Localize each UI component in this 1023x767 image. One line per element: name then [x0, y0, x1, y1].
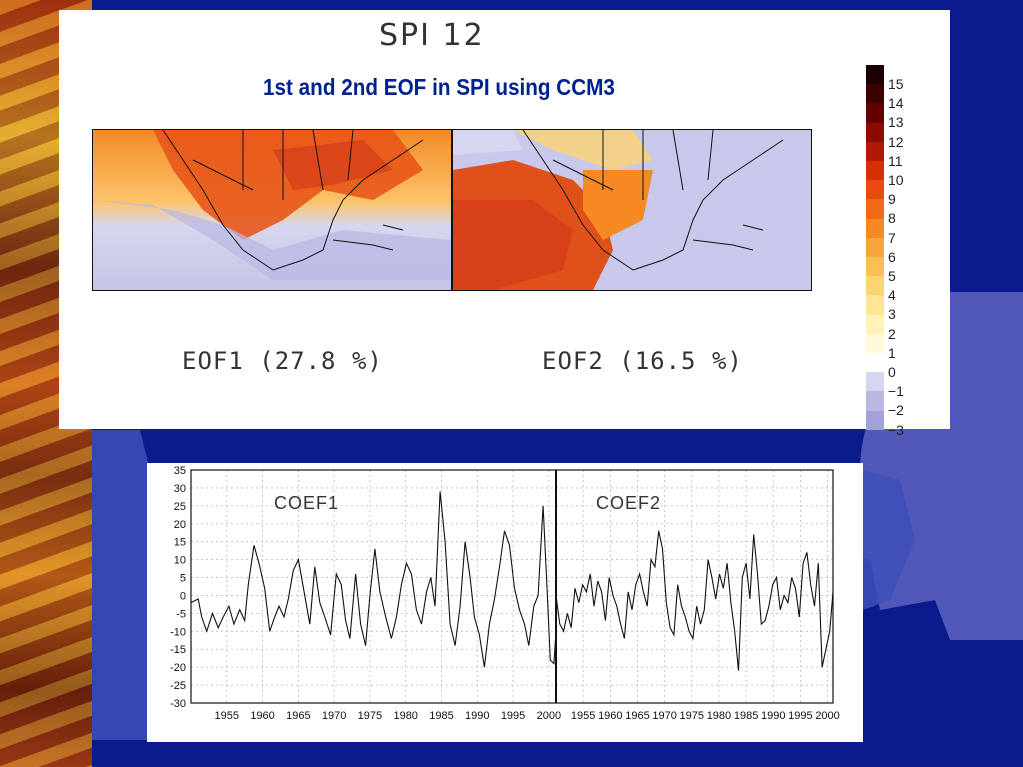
colorbar-tick-label: 11	[888, 152, 903, 169]
colorbar-cell	[866, 65, 884, 85]
eof2-map	[452, 129, 812, 291]
x-tick-label: 1985	[429, 710, 453, 722]
eof1-label: EOF1 (27.8 %)	[182, 347, 383, 375]
colorbar-tick-label: −3	[888, 421, 904, 438]
colorbar-cell	[866, 103, 884, 124]
x-tick-label: 1990	[761, 710, 785, 722]
colorbar-tick-label: 8	[888, 210, 896, 227]
y-tick-label: 10	[174, 555, 186, 567]
x-tick-label: 1955	[215, 710, 239, 722]
x-tick-label: 1960	[598, 710, 622, 722]
x-tick-label: 1995	[501, 710, 525, 722]
x-tick-label: 2000	[537, 710, 561, 722]
colorbar-tick-label: 2	[888, 325, 896, 342]
colorbar-tick-label: 15	[888, 76, 904, 92]
colorbar-tick-label: 4	[888, 287, 896, 304]
colorbar-cell	[866, 410, 884, 431]
colorbar-cell	[866, 257, 884, 277]
colorbar-tick-label: 12	[888, 133, 904, 150]
eof-figure-panel: SPI 12 1st and 2nd EOF in SPI using CCM3	[59, 10, 950, 437]
coef-timeseries-panel: 35 30 25 20 15 10 5 0 -5 -10 -15 -20 -25 -30 1955 1960 1…	[147, 463, 863, 742]
colorbar-cell	[866, 199, 884, 220]
colorbar-cell	[866, 141, 884, 162]
x-tick-label: 1970	[652, 710, 676, 722]
colorbar-cell	[866, 237, 884, 258]
y-tick-label: -30	[170, 698, 186, 710]
x-tick-label: 1995	[788, 710, 812, 722]
colorbar-cell	[866, 122, 884, 143]
x-tick-label: 1975	[680, 710, 704, 722]
colorbar	[866, 65, 884, 431]
colorbar-cell	[866, 391, 884, 412]
y-tick-label: 35	[174, 465, 186, 477]
colorbar-cell	[866, 161, 884, 181]
y-tick-label: 5	[180, 573, 186, 585]
spi-title: SPI 12	[379, 18, 485, 53]
plot-frame	[190, 469, 834, 704]
colorbar-tick-label: 6	[888, 248, 896, 265]
y-tick-label: 15	[174, 537, 186, 549]
x-tick-label: 1965	[286, 710, 310, 722]
colorbar-tick-label: 1	[888, 344, 896, 361]
slide-title: 1st and 2nd EOF in SPI using CCM3	[263, 74, 615, 100]
x-tick-label: 1965	[625, 710, 649, 722]
colorbar-tick-label: −1	[888, 383, 904, 400]
eof1-map	[92, 129, 452, 291]
eof2-label: EOF2 (16.5 %)	[542, 347, 743, 375]
y-tick-label: -10	[170, 626, 186, 638]
colorbar-tick-label: 9	[888, 191, 896, 208]
x-tick-label: 1975	[358, 710, 382, 722]
y-tick-label: -20	[170, 662, 186, 674]
colorbar-cell	[866, 372, 884, 392]
colorbar-cell	[866, 314, 884, 335]
x-tick-label: 1980	[707, 710, 731, 722]
colorbar-cell	[866, 276, 884, 296]
x-tick-label: 1985	[734, 710, 758, 722]
series-annotation: COEF1	[274, 493, 339, 513]
colorbar-cell	[866, 218, 884, 239]
y-tick-label: 20	[174, 519, 186, 531]
colorbar-tick-label: 5	[888, 268, 896, 284]
x-tick-label: 1970	[322, 710, 346, 722]
colorbar-tick-label: 7	[888, 229, 896, 246]
y-tick-label: -15	[170, 644, 186, 656]
colorbar-tick-label: 14	[888, 95, 904, 112]
colorbar-tick-label: −2	[888, 402, 904, 419]
colorbar-tick-label: 10	[888, 172, 904, 188]
x-tick-label: 1960	[250, 710, 274, 722]
colorbar-tick-label: 13	[888, 114, 904, 131]
y-tick-label: 30	[174, 483, 186, 495]
x-tick-label: 1955	[571, 710, 595, 722]
colorbar-cell	[866, 180, 884, 200]
colorbar-cell	[866, 295, 884, 316]
series-line	[555, 530, 834, 671]
colorbar-cell	[866, 333, 884, 354]
colorbar-cell	[866, 84, 884, 104]
colorbar-tick-label: 0	[888, 364, 896, 380]
y-tick-label: -25	[170, 680, 186, 692]
series-annotation: COEF2	[596, 493, 661, 513]
colorbar-tick-label: 3	[888, 306, 896, 323]
y-tick-label: 25	[174, 501, 186, 513]
x-tick-label: 1980	[393, 710, 417, 722]
y-tick-label: 0	[180, 590, 186, 602]
x-tick-label: 2000	[815, 710, 839, 722]
colorbar-cell	[866, 353, 884, 373]
series-line	[190, 491, 557, 668]
y-tick-label: -5	[176, 608, 186, 620]
x-tick-label: 1990	[465, 710, 489, 722]
